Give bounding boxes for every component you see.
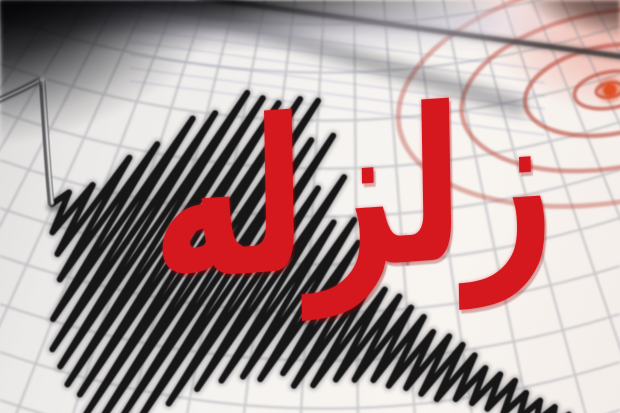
seismogram-trace [47,88,574,413]
seismograph-pen-icon [0,74,68,212]
headline-text: زلزله [149,55,557,331]
